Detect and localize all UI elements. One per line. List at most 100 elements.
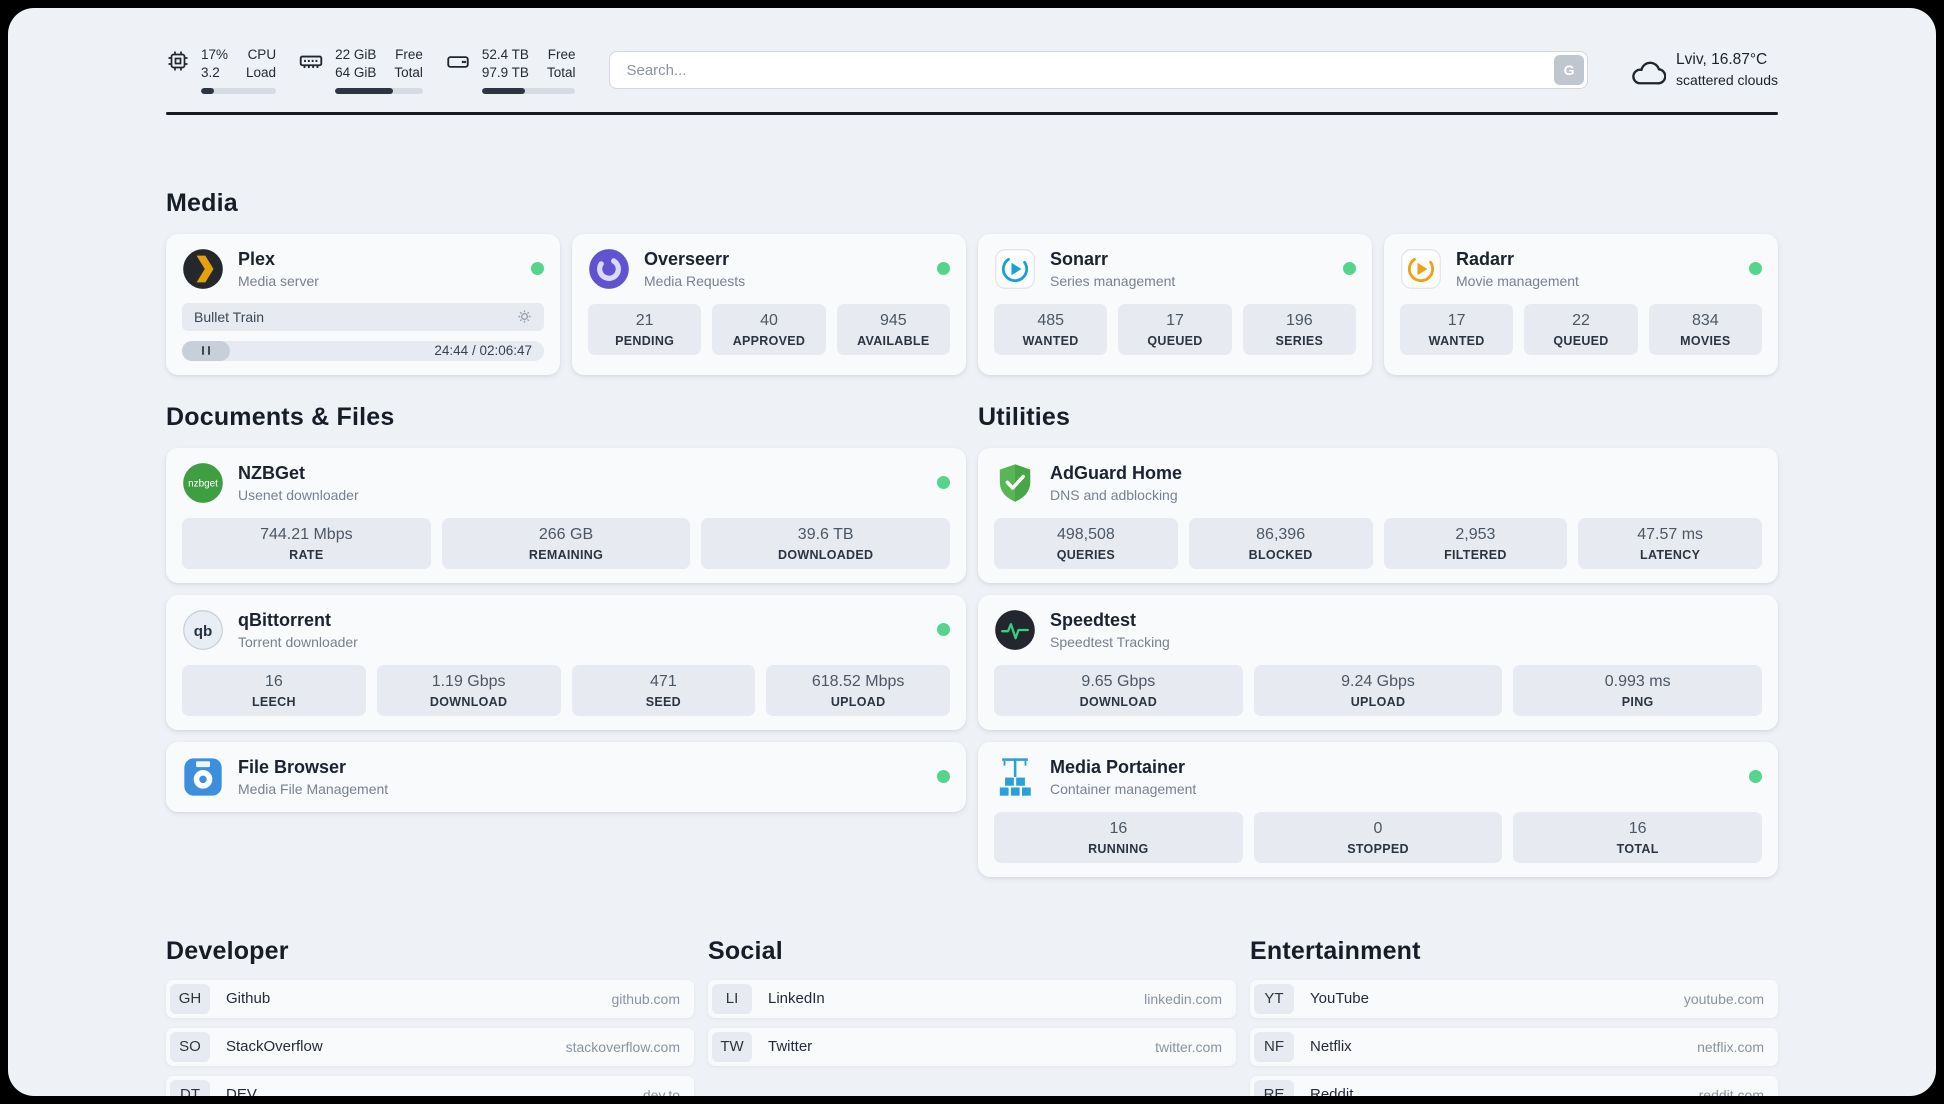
- stat-label: WANTED: [1022, 333, 1079, 348]
- nzbget-card[interactable]: nzbget NZBGet Usenet downloader 744.21 M…: [166, 447, 966, 583]
- app-name: AdGuard Home: [1050, 462, 1183, 483]
- status-dot: [937, 623, 950, 637]
- stat-value: 834: [1691, 311, 1719, 329]
- status-dot: [937, 262, 950, 276]
- portainer-card[interactable]: Media Portainer Container management 16 …: [978, 741, 1778, 877]
- search-input[interactable]: [609, 51, 1589, 90]
- radarr-card[interactable]: Radarr Movie management 17 WANTED 22 QUE…: [1384, 233, 1778, 375]
- stat-value: 40: [760, 311, 778, 329]
- stat-value: 16: [1109, 819, 1128, 837]
- search-engine-button[interactable]: G: [1554, 55, 1585, 86]
- disk-free-value: 52.4 TB: [481, 47, 529, 62]
- stat-label: LATENCY: [1640, 547, 1701, 562]
- stat-value: 16: [264, 672, 283, 690]
- speedtest-icon: [994, 609, 1036, 651]
- qbittorrent-card[interactable]: qb qBittorrent Torrent downloader 16 LEE…: [166, 594, 966, 730]
- stat-box: 471 SEED: [571, 664, 756, 716]
- disk-label-1: Free: [547, 47, 576, 62]
- app-name: Overseerr: [644, 248, 730, 269]
- stat-label: DOWNLOAD: [429, 694, 508, 709]
- filebrowser-card[interactable]: File Browser Media File Management: [166, 741, 966, 812]
- stat-label: BLOCKED: [1248, 547, 1313, 562]
- plex-icon: [182, 248, 224, 290]
- adguard-card[interactable]: AdGuard Home DNS and adblocking 498,508 …: [978, 447, 1778, 583]
- stat-box: 945 AVAILABLE: [836, 303, 950, 355]
- app-subtitle: Movie management: [1456, 272, 1579, 289]
- stat-label: FILTERED: [1444, 547, 1507, 562]
- stat-label: RATE: [289, 547, 324, 562]
- app-subtitle: Container management: [1050, 780, 1197, 797]
- stat-value: 47.57 ms: [1637, 525, 1704, 543]
- stat-label: AVAILABLE: [857, 333, 930, 348]
- stat-label: SEED: [645, 694, 681, 709]
- stat-box: 266 GB REMAINING: [441, 517, 691, 569]
- app-subtitle: Media Requests: [644, 272, 746, 289]
- stat-label: QUERIES: [1056, 547, 1116, 562]
- bookmark-linkedin[interactable]: LI LinkedIn linkedin.com: [708, 979, 1236, 1018]
- cpu-progress-bar: [201, 88, 277, 95]
- status-dot: [937, 770, 950, 784]
- app-subtitle: Usenet downloader: [238, 486, 359, 503]
- bookmark-github[interactable]: GH Github github.com: [166, 979, 694, 1018]
- stat-value: 0: [1373, 819, 1383, 837]
- overseerr-card[interactable]: Overseerr Media Requests 21 PENDING 40 A…: [572, 233, 966, 375]
- stat-label: LEECH: [251, 694, 296, 709]
- bookmark-twitter[interactable]: TW Twitter twitter.com: [708, 1027, 1236, 1066]
- bookmark-netflix[interactable]: NF Netflix netflix.com: [1250, 1027, 1778, 1066]
- memory-icon: [298, 49, 324, 75]
- bookmark-url: reddit.com: [1698, 1086, 1764, 1096]
- app-subtitle: Series management: [1050, 272, 1176, 289]
- stat-label: WANTED: [1428, 333, 1485, 348]
- cpu-label-1: CPU: [247, 47, 277, 62]
- bookmark-youtube[interactable]: YT YouTube youtube.com: [1250, 979, 1778, 1018]
- bookmark-url: stackoverflow.com: [565, 1038, 680, 1055]
- stat-value: 17: [1447, 311, 1466, 329]
- cpu-load-value: 3.2: [201, 65, 220, 81]
- disk-icon: [445, 49, 471, 75]
- bookmark-name: StackOverflow: [226, 1038, 323, 1056]
- stat-label: REMAINING: [528, 547, 604, 562]
- overseerr-icon: [588, 248, 630, 290]
- utilities-column: Utilities AdGuard Home: [978, 403, 1778, 877]
- speedtest-card[interactable]: Speedtest Speedtest Tracking 9.65 Gbps D…: [978, 594, 1778, 730]
- gear-icon[interactable]: [517, 309, 532, 324]
- stat-value: 1.19 Gbps: [431, 672, 506, 690]
- disk-widget: 52.4 TB 97.9 TB Free Total: [445, 46, 576, 95]
- stat-value: 16: [1628, 819, 1647, 837]
- stat-value: 17: [1166, 311, 1184, 329]
- stat-box: 40 APPROVED: [712, 303, 826, 355]
- stat-box: 39.6 TB DOWNLOADED: [701, 517, 951, 569]
- stat-label: DOWNLOADED: [778, 547, 874, 562]
- adguard-icon: [994, 462, 1036, 504]
- bookmark-reddit[interactable]: RE Reddit reddit.com: [1250, 1075, 1778, 1096]
- stat-value: 22: [1572, 311, 1590, 329]
- system-metrics: 17% 3.2 CPU Load: [166, 46, 576, 95]
- stat-box: 1.19 Gbps DOWNLOAD: [376, 664, 561, 716]
- stat-value: 2,953: [1455, 525, 1496, 543]
- bookmark-stackoverflow[interactable]: SO StackOverflow stackoverflow.com: [166, 1027, 694, 1066]
- app-name: qBittorrent: [238, 609, 331, 630]
- pause-icon[interactable]: [182, 340, 230, 361]
- weather-location: Lviv, 16.87°C: [1676, 51, 1768, 69]
- cpu-widget: 17% 3.2 CPU Load: [166, 46, 277, 95]
- stat-box: 47.57 ms LATENCY: [1578, 517, 1762, 569]
- qbittorrent-icon: qb: [182, 609, 224, 651]
- bookmark-abbr: LI: [712, 983, 752, 1014]
- stat-label: TOTAL: [1616, 841, 1659, 856]
- stat-box: 196 SERIES: [1242, 303, 1356, 355]
- stat-box: 17 QUEUED: [1118, 303, 1232, 355]
- stat-box: 498,508 QUERIES: [994, 517, 1178, 569]
- memory-free-value: 22 GiB: [335, 47, 377, 62]
- app-name: Media Portainer: [1050, 756, 1186, 777]
- bookmark-dev[interactable]: DT DEV dev.to: [166, 1075, 694, 1096]
- app-subtitle: Speedtest Tracking: [1050, 633, 1170, 650]
- plex-card[interactable]: Plex Media server Bullet Train: [166, 233, 560, 375]
- bookmark-url: youtube.com: [1683, 990, 1764, 1007]
- bookmark-name: Reddit: [1310, 1086, 1354, 1096]
- section-title-media: Media: [166, 188, 238, 217]
- sonarr-card[interactable]: Sonarr Series management 485 WANTED 17 Q…: [978, 233, 1372, 375]
- stat-box: 9.65 Gbps DOWNLOAD: [994, 664, 1243, 716]
- top-bar: 17% 3.2 CPU Load: [166, 46, 1778, 95]
- stat-label: RUNNING: [1088, 841, 1149, 856]
- stat-value: 618.52 Mbps: [811, 672, 905, 690]
